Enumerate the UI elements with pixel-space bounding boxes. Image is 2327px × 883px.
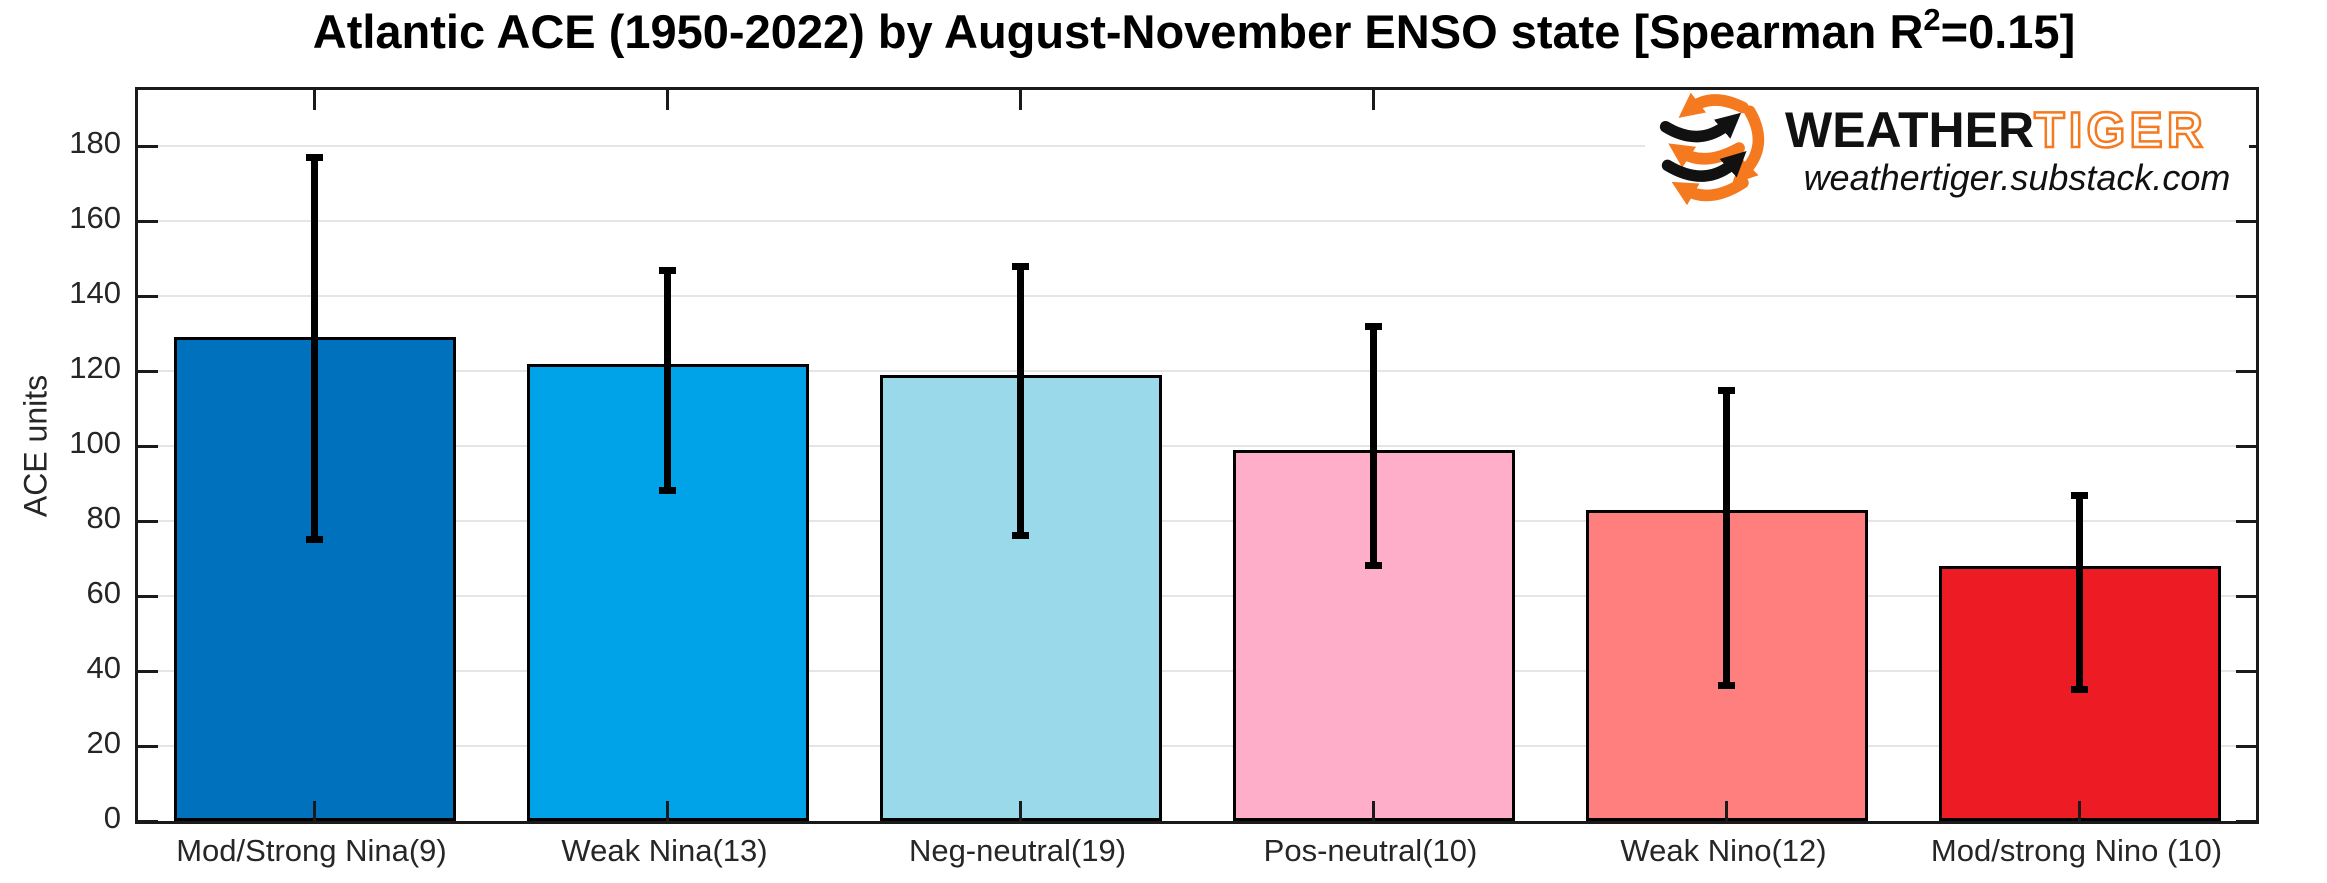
y-axis-tick-right [2236, 369, 2256, 373]
logo-brand-tiger: TIGER [2033, 102, 2207, 159]
error-bar-cap-bottom [306, 535, 323, 543]
y-tick-label: 20 [86, 725, 121, 761]
y-gridline [138, 145, 2256, 148]
x-axis-tick-bottom [313, 801, 316, 821]
error-bar-cap-top [1718, 386, 1735, 394]
x-axis-tick-bottom [1019, 801, 1022, 821]
chart-title-superscript: 2 [1923, 2, 1941, 37]
y-tick-label: 120 [69, 350, 121, 386]
logo-brand-line: WEATHER TIGER [1785, 102, 2249, 159]
x-tick-label: Mod/Strong Nina(9) [176, 833, 447, 868]
error-bar-cap-bottom [1718, 682, 1735, 690]
y-axis-tick-left [138, 144, 158, 148]
error-bar-cap-bottom [2071, 685, 2088, 693]
hurricane-swirl-icon [1649, 92, 1777, 211]
y-axis-tick-right [2236, 594, 2256, 598]
y-axis-tick-right [2236, 669, 2256, 673]
y-tick-label: 180 [69, 125, 121, 161]
x-axis-tick-bottom [666, 801, 669, 821]
error-bar-cap-top [306, 154, 323, 162]
y-tick-label: 40 [86, 650, 121, 686]
y-gridline [138, 520, 2256, 523]
y-axis-tick-left [138, 594, 158, 598]
y-tick-label: 100 [69, 425, 121, 461]
error-bar [1723, 389, 1730, 687]
chart-title-prefix: Atlantic ACE (1950-2022) by August-Novem… [312, 5, 1924, 58]
x-axis-tick-top [1372, 90, 1375, 110]
chart-title: Atlantic ACE (1950-2022) by August-Novem… [104, 2, 2284, 59]
x-axis-tick-bottom [2078, 801, 2081, 821]
logo-substack-url: weathertiger.substack.com [1803, 157, 2231, 198]
error-bar [311, 157, 318, 540]
error-bar-cap-top [1365, 323, 1382, 331]
x-tick-label: Weak Nino(12) [1620, 833, 1827, 868]
y-tick-label: 0 [103, 800, 121, 835]
x-tick-label: Neg-neutral(19) [908, 833, 1127, 868]
y-tick-label: 160 [69, 200, 121, 236]
x-axis-tick-top [313, 90, 316, 110]
error-bar [664, 269, 671, 492]
error-bar-cap-bottom [1012, 532, 1029, 540]
x-tick-label: Mod/strong Nino (10) [1930, 833, 2223, 868]
error-bar-cap-bottom [659, 487, 676, 495]
y-axis-tick-left [138, 669, 158, 673]
y-tick-label: 60 [86, 575, 121, 611]
y-gridline [138, 745, 2256, 748]
y-gridline [138, 445, 2256, 448]
y-axis-tick-left [138, 819, 158, 823]
y-gridline [138, 370, 2256, 373]
logo-brand-weather: WEATHER [1785, 102, 2035, 158]
error-bar-cap-top [2071, 491, 2088, 499]
x-axis-tick-bottom [1725, 801, 1728, 821]
y-axis-tick-right [2236, 219, 2256, 223]
y-axis-tick-left [138, 294, 158, 298]
y-axis-tick-left [138, 744, 158, 748]
y-gridline [138, 670, 2256, 673]
x-tick-label: Pos-neutral(10) [1263, 833, 1478, 868]
y-axis-tick-right [2236, 744, 2256, 748]
y-axis-tick-right [2236, 519, 2256, 523]
y-gridline [138, 295, 2256, 298]
y-axis-tick-left [138, 519, 158, 523]
y-axis-tick-right [2236, 444, 2256, 448]
y-gridline [138, 220, 2256, 223]
y-gridline [138, 595, 2256, 598]
error-bar [1017, 266, 1024, 537]
error-bar-cap-bottom [1365, 562, 1382, 570]
chart-title-suffix: =0.15] [1940, 5, 2076, 58]
x-axis-tick-top [1019, 90, 1022, 110]
logo-text-block: WEATHER TIGER weathertiger.substack.com [1785, 102, 2249, 199]
y-axis-tick-left [138, 444, 158, 448]
y-axis-tick-left [138, 369, 158, 373]
y-tick-label: 140 [69, 275, 121, 311]
y-axis-tick-right [2236, 294, 2256, 298]
error-bar-cap-top [1012, 263, 1029, 271]
error-bar-cap-top [659, 266, 676, 274]
weathertiger-logo: WEATHER TIGER weathertiger.substack.com [1645, 90, 2249, 212]
x-axis-tick-top [666, 90, 669, 110]
y-axis-tick-right [2236, 819, 2256, 823]
y-axis-tick-left [138, 219, 158, 223]
error-bar [1370, 326, 1377, 567]
x-tick-label: Weak Nina(13) [561, 833, 768, 868]
error-bar [2076, 494, 2083, 690]
y-tick-label: 80 [86, 500, 121, 536]
x-axis-tick-bottom [1372, 801, 1375, 821]
